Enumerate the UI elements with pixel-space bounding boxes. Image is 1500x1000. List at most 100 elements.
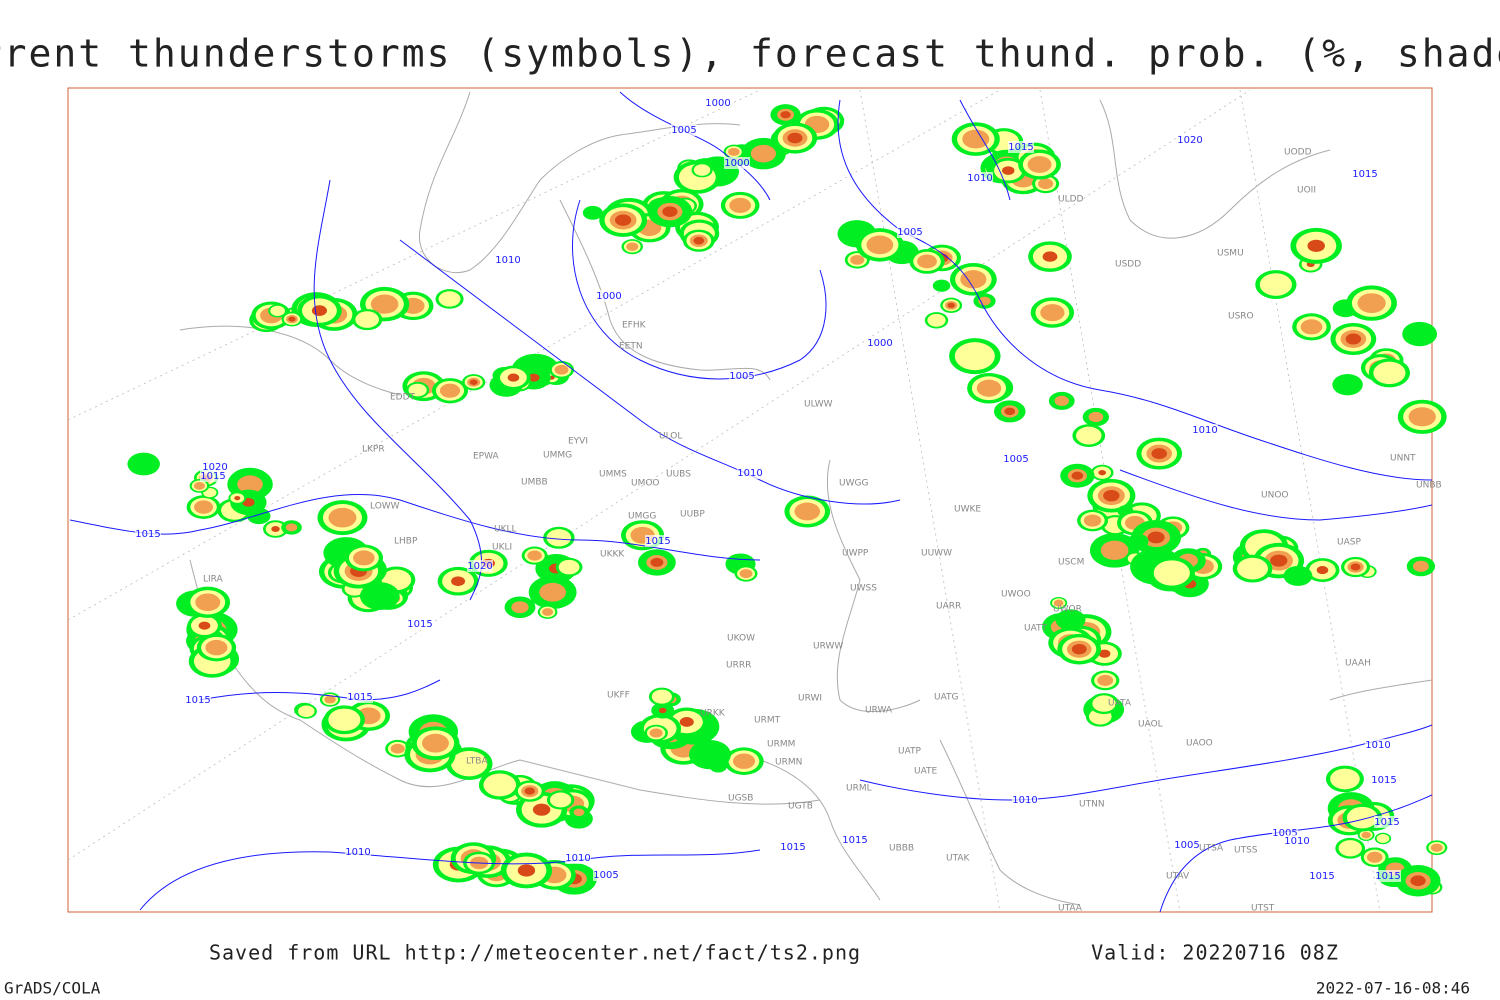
station-label: UKOW: [727, 634, 755, 644]
storm-shade: [573, 808, 585, 817]
storm-shade: [438, 291, 461, 307]
station-label: UTAA: [1058, 904, 1083, 914]
isobar-label-bg: [780, 841, 806, 853]
station-label: UOII: [1297, 186, 1316, 196]
isobar: [619, 91, 771, 201]
storm-shade: [1088, 411, 1104, 423]
isobar-label: 1005: [593, 870, 618, 881]
storm-shade: [962, 129, 990, 149]
isobar-label: 1015: [185, 695, 210, 706]
storm-shade: [1345, 333, 1362, 345]
station-label: UUBS: [666, 470, 691, 480]
isobar-label: 1000: [705, 98, 730, 109]
grid-line: [1039, 89, 1181, 913]
storm-shade: [850, 254, 865, 265]
isobar-label-bg: [1008, 141, 1034, 153]
storm-shade: [527, 550, 542, 561]
isobar-label-bg: [185, 694, 211, 706]
station-label: UWSS: [850, 584, 877, 594]
coastline: [559, 199, 771, 381]
isobar-label: 1015: [1008, 142, 1033, 153]
isobar-label-bg: [1012, 794, 1038, 806]
isobar-label: 1010: [1284, 836, 1309, 847]
station-label: EDDT: [390, 393, 416, 403]
isobar-label: 1015: [135, 529, 160, 540]
station-label: ULWW: [804, 400, 833, 410]
storm-shade: [1038, 178, 1054, 190]
isobar-label: 1015: [1371, 775, 1396, 786]
storm-shade: [1350, 563, 1361, 571]
storm-shade: [1147, 531, 1165, 544]
storm-shade: [558, 559, 580, 575]
station-label: UWGG: [839, 479, 868, 489]
station-label: USCM: [1058, 558, 1084, 568]
storm-shade: [1092, 695, 1116, 712]
storm-shade: [1361, 831, 1371, 839]
station-label: UBBB: [889, 844, 914, 854]
storm-shade: [1055, 609, 1086, 631]
storm-shade: [532, 803, 551, 816]
station-label: EETN: [619, 342, 643, 352]
coastline: [1099, 99, 1331, 239]
station-label: UASP: [1337, 538, 1361, 548]
storm-shade: [1259, 273, 1292, 296]
isobar-label: 1015: [780, 842, 805, 853]
isobar-label: 1000: [596, 291, 621, 302]
storm-shade: [658, 707, 667, 714]
isobar-label: 1020: [467, 561, 492, 572]
station-label: LHBP: [394, 537, 418, 547]
isobar-label: 1010: [345, 847, 370, 858]
station-label: USRO: [1228, 312, 1254, 322]
storm-shade: [1430, 843, 1443, 852]
storm-shade: [1316, 566, 1329, 575]
storm-shade: [353, 550, 375, 566]
isobar-label: 1010: [737, 468, 762, 479]
isobar-label-bg: [345, 846, 371, 858]
storm-shade: [554, 364, 569, 375]
coastline: [939, 739, 1081, 906]
storm-shade: [947, 302, 955, 308]
storm-shade: [328, 708, 361, 732]
isobar-label-bg: [1365, 739, 1391, 751]
storm-shade: [1307, 239, 1325, 252]
storm-shade: [1100, 540, 1129, 561]
station-label: EPWA: [473, 452, 500, 462]
storm-shade: [205, 639, 228, 656]
station-label: UKLI: [492, 543, 512, 553]
storm-shade: [1402, 321, 1438, 347]
station-label: UWOO: [1001, 590, 1031, 600]
storm-shade: [917, 254, 937, 269]
storm-shade: [582, 205, 603, 220]
storm-shade: [546, 529, 572, 547]
isobar: [959, 99, 1011, 201]
station-label: URMN: [775, 758, 802, 768]
storm-shade: [1027, 156, 1052, 173]
station-label: UKLL: [494, 525, 517, 535]
station-label: UTNN: [1079, 800, 1105, 810]
station-label: UNBB: [1416, 481, 1442, 491]
isobar-label: 1005: [729, 371, 754, 382]
isobar-label-bg: [495, 254, 521, 266]
isobar-label-bg: [593, 869, 619, 881]
storm-shade: [1408, 407, 1436, 427]
isobar-label: 1005: [671, 125, 696, 136]
storm-shade: [271, 526, 280, 533]
storm-shade: [359, 582, 400, 610]
map-title: Current thunderstorms (symbols), forecas…: [0, 32, 1500, 76]
storm-shade: [439, 383, 461, 398]
isobar-label-bg: [407, 618, 433, 630]
isobar-label: 1015: [1309, 871, 1334, 882]
isobar-label: 1005: [1174, 840, 1199, 851]
storm-shade: [1098, 469, 1107, 476]
isobar-label: 1010: [1192, 425, 1217, 436]
storm-shade: [507, 373, 520, 382]
isobar-label: 1020: [202, 462, 227, 473]
storm-shade: [1366, 851, 1383, 863]
station-label: LKPR: [362, 445, 385, 455]
isobar-label-bg: [565, 852, 591, 864]
storm-shade: [1412, 560, 1429, 572]
storm-shade: [1357, 293, 1386, 314]
storm-shade: [370, 294, 399, 314]
storm-shade: [311, 305, 328, 316]
isobar-label-bg: [737, 467, 763, 479]
